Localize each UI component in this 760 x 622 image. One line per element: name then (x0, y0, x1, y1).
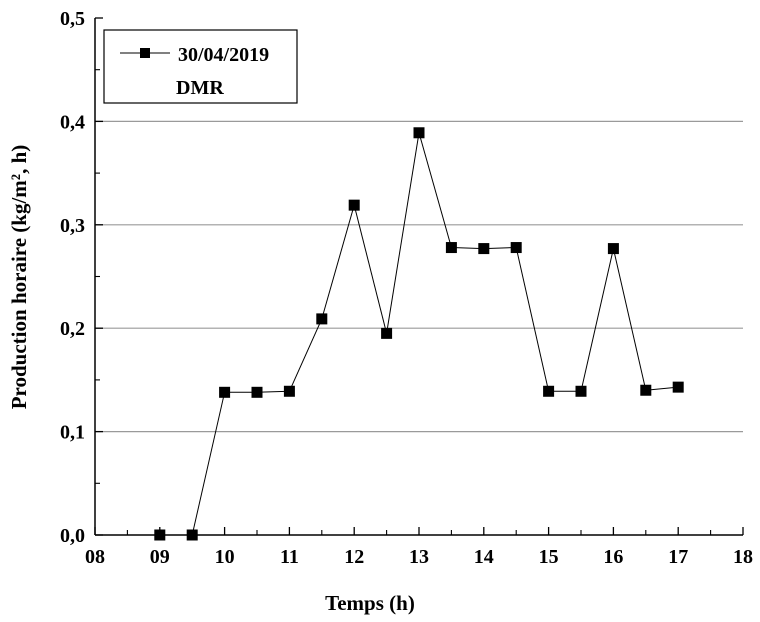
x-tick-label: 16 (603, 546, 623, 568)
data-point-marker (445, 242, 457, 254)
ticks: 0,0 0,1 0,2 0,3 0,4 0,5 08 09 10 11 12 13 14 15 16 17 18 (60, 8, 753, 568)
data-point-marker (219, 386, 231, 398)
legend-label-dmr: DMR (176, 77, 224, 99)
data-point-marker (154, 529, 166, 541)
data-point-marker (381, 327, 393, 339)
x-tick-label: 14 (474, 546, 494, 568)
data-point-marker (413, 127, 425, 139)
y-tick-label: 0,5 (60, 8, 85, 30)
series-line-segment (515, 247, 550, 392)
series-line-segment (418, 132, 452, 248)
data-point-marker (510, 242, 522, 254)
x-tick-label: 12 (344, 546, 364, 568)
grid-lines (95, 120, 743, 433)
series-line-segment (288, 318, 323, 392)
data-point-marker (316, 313, 328, 325)
series-line-segment (191, 392, 226, 536)
series-line-segment (353, 205, 388, 334)
data-point-marker (348, 199, 360, 211)
x-axis-title: Temps (h) (325, 591, 415, 615)
data-point-marker (283, 385, 295, 397)
y-tick-label: 0,2 (60, 318, 85, 340)
x-tick-label: 13 (409, 546, 429, 568)
data-point-marker (575, 385, 587, 397)
data-point-marker (640, 384, 652, 396)
series-line-segment (580, 248, 614, 392)
legend: 30/04/2019 DMR (103, 29, 298, 104)
series-line-segment (386, 132, 420, 334)
y-tick-label: 0,0 (60, 525, 85, 547)
x-tick-label: 10 (215, 546, 235, 568)
data-point-marker (478, 243, 490, 255)
x-tick-label: 17 (668, 546, 688, 568)
x-tick-label: 09 (150, 546, 170, 568)
legend-marker-sample (140, 48, 150, 58)
data-point-marker (672, 381, 684, 393)
x-tick-label: 18 (733, 546, 753, 568)
legend-box (103, 29, 298, 104)
series-line-layer (159, 132, 679, 536)
series-markers (154, 127, 684, 541)
data-point-marker (543, 385, 555, 397)
y-axis-title: Production horaire (kg/m², h) (7, 145, 31, 410)
y-tick-label: 0,3 (60, 215, 85, 237)
data-point-marker (251, 386, 263, 398)
series-line-segment (612, 248, 647, 391)
x-tick-label: 08 (85, 546, 105, 568)
data-point-marker (186, 529, 198, 541)
legend-label-date: 30/04/2019 (178, 44, 269, 66)
series-line-segment (321, 205, 355, 320)
data-point-marker (607, 243, 619, 255)
x-tick-label: 11 (280, 546, 299, 568)
y-tick-label: 0,4 (60, 111, 85, 133)
x-tick-label: 15 (539, 546, 559, 568)
y-tick-label: 0,1 (60, 422, 85, 444)
